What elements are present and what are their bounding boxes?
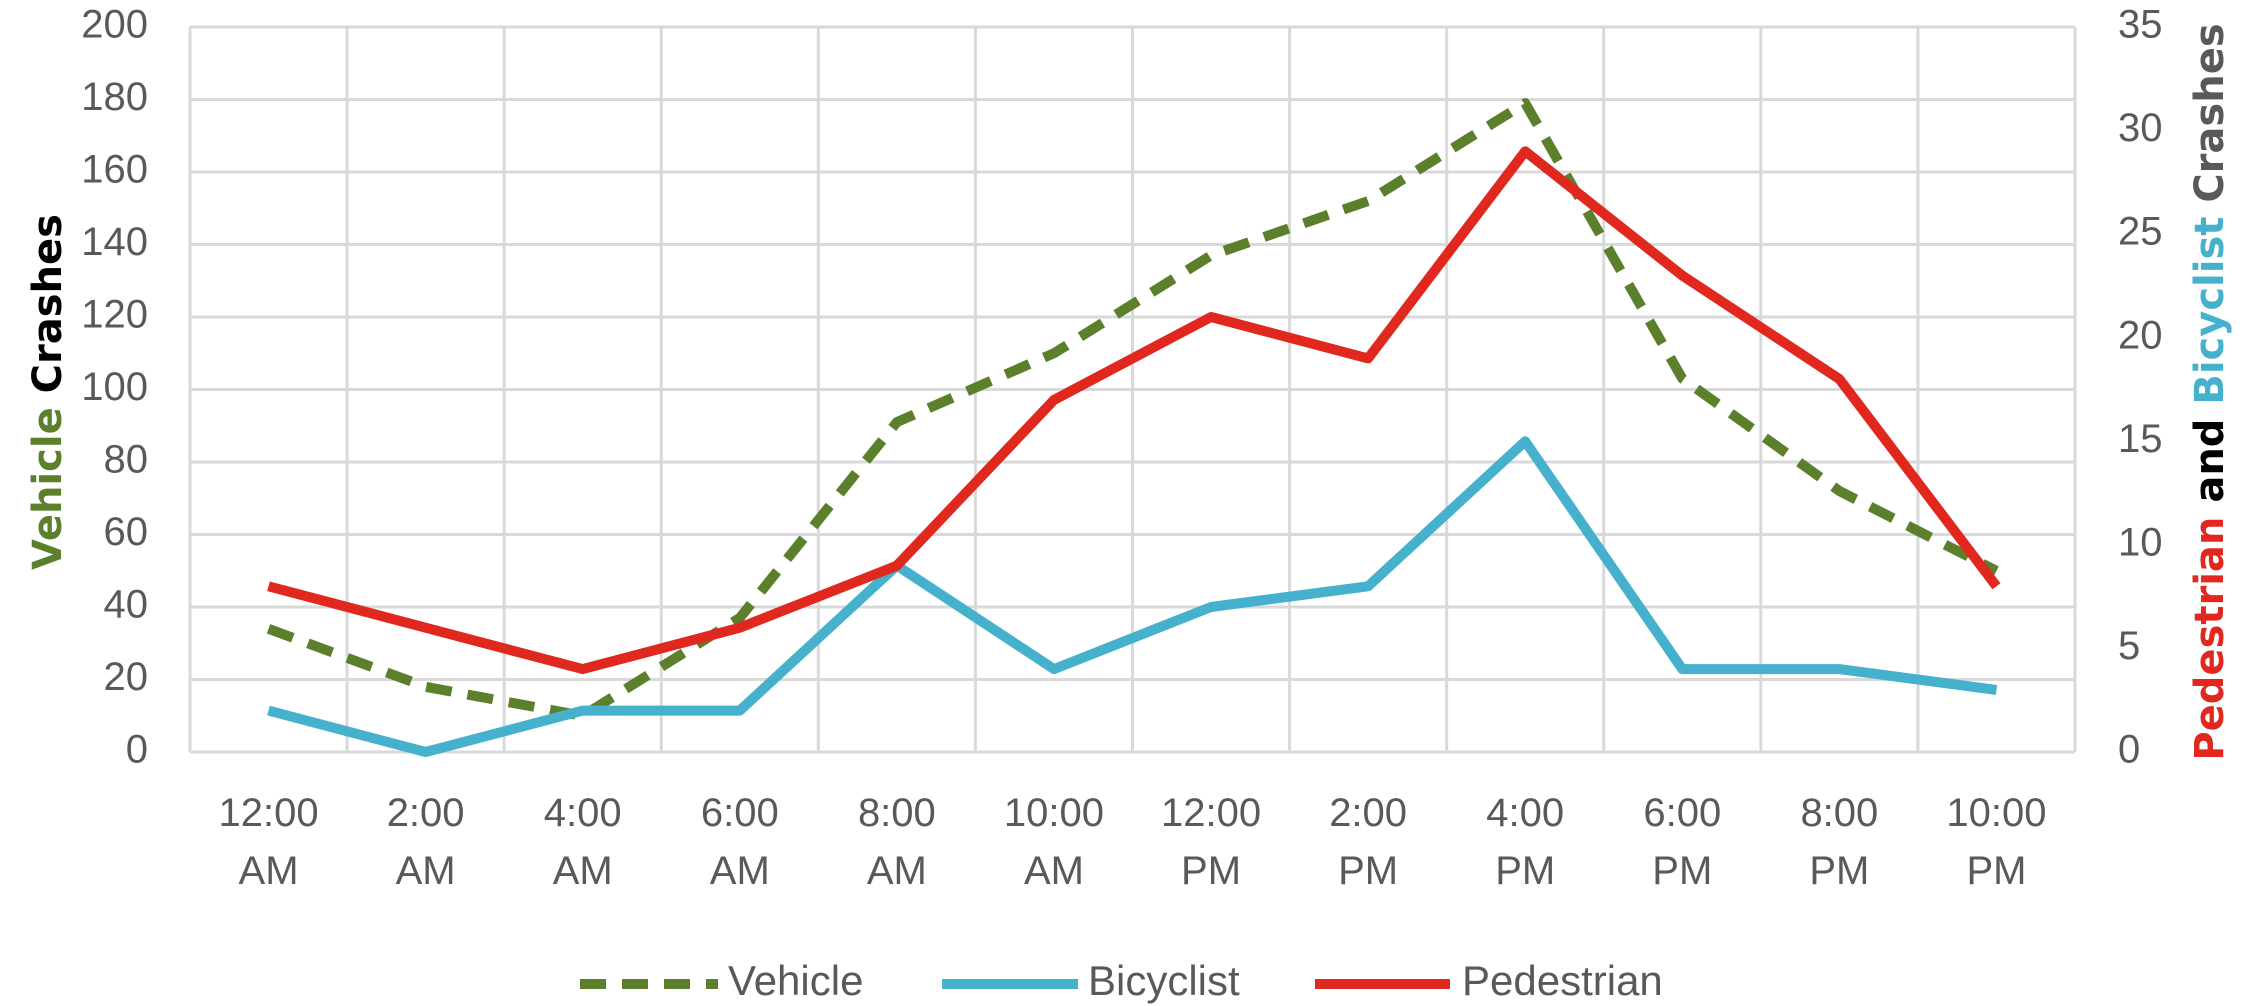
- left-tick-label: 40: [104, 583, 149, 627]
- right-tick-label: 5: [2118, 624, 2140, 668]
- left-tick-label: 0: [126, 728, 148, 772]
- right-tick-label: 15: [2118, 417, 2163, 461]
- x-tick-label: 6:00 PM: [1643, 791, 1721, 893]
- left-y-axis-ticks: 0 20 40 60 80 100 120 140 160 180 200: [81, 3, 148, 772]
- x-tick-label: 4:00 AM: [544, 791, 622, 893]
- x-tick-label: 4:00 PM: [1486, 791, 1564, 893]
- series-line-bicyclist: [267, 436, 1998, 757]
- series-lines: [266, 98, 2001, 757]
- x-tick-label: 10:00 AM: [1004, 791, 1104, 893]
- right-tick-label: 25: [2118, 210, 2163, 254]
- series-line-vehicle: [266, 98, 1999, 721]
- x-tick-label: 2:00 AM: [387, 791, 465, 893]
- left-tick-label: 120: [81, 293, 148, 337]
- legend-label-pedestrian: Pedestrian: [1462, 957, 1663, 1004]
- gridlines: [188, 25, 2077, 754]
- legend-label-vehicle: Vehicle: [728, 957, 863, 1004]
- left-tick-label: 100: [81, 365, 148, 409]
- x-tick-label: 8:00 PM: [1800, 791, 1878, 893]
- right-tick-label: 30: [2118, 106, 2163, 150]
- right-tick-label: 20: [2118, 313, 2163, 357]
- right-tick-label: 0: [2118, 728, 2140, 772]
- left-y-axis-title: Vehicle Crashes: [25, 214, 71, 570]
- x-tick-label: 8:00 AM: [858, 791, 936, 893]
- right-y-axis-title: Pedestrian and Bicyclist Crashes: [2187, 23, 2233, 760]
- left-tick-label: 20: [104, 655, 149, 699]
- legend: Vehicle Bicyclist Pedestrian: [580, 957, 1663, 1004]
- series-line-pedestrian: [267, 146, 2001, 675]
- x-axis-ticks: 12:00 AM 2:00 AM 4:00 AM 6:00 AM 8:00 AM 10:00 AM 12…: [218, 791, 2046, 893]
- left-tick-label: 200: [81, 3, 148, 47]
- left-tick-label: 80: [104, 438, 149, 482]
- left-tick-label: 140: [81, 220, 148, 264]
- left-tick-label: 160: [81, 148, 148, 192]
- x-tick-label: 12:00 AM: [218, 791, 318, 893]
- right-tick-label: 10: [2118, 520, 2163, 564]
- legend-label-bicyclist: Bicyclist: [1088, 957, 1240, 1004]
- x-tick-label: 12:00 PM: [1161, 791, 1261, 893]
- x-tick-label: 6:00 AM: [701, 791, 779, 893]
- left-tick-label: 180: [81, 75, 148, 119]
- right-tick-label: 35: [2118, 3, 2163, 47]
- x-tick-label: 2:00 PM: [1329, 791, 1407, 893]
- right-y-axis-ticks: 0 5 10 15 20 25 30 35: [2118, 3, 2163, 772]
- left-tick-label: 60: [104, 510, 149, 554]
- x-tick-label: 10:00 PM: [1946, 791, 2046, 893]
